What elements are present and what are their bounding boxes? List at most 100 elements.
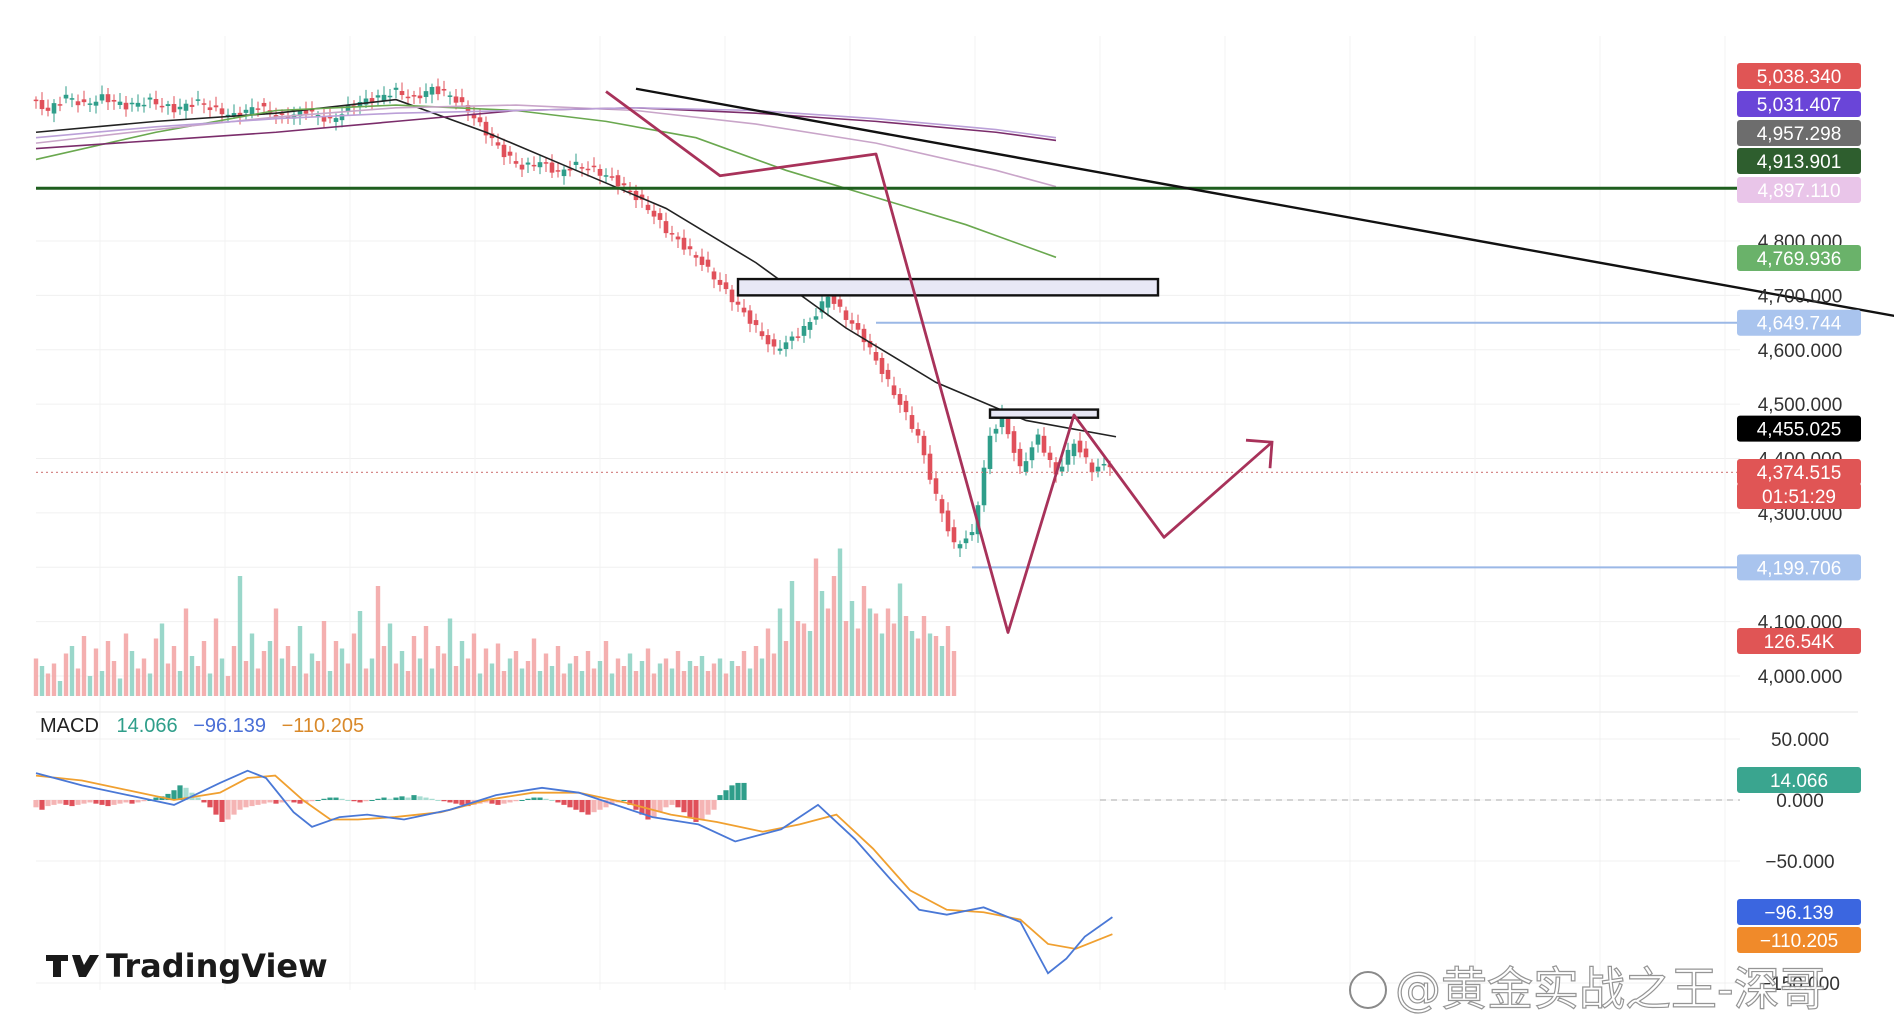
volume-bar: [927, 633, 933, 696]
candle-body: [735, 301, 741, 305]
volume-bar: [225, 676, 231, 696]
volume-bar: [771, 653, 777, 696]
macd-histogram-bar: [81, 800, 87, 804]
volume-bar: [921, 616, 927, 696]
price-badge-bg: [1737, 459, 1861, 485]
macd-histogram-bar: [519, 800, 525, 801]
candle-body: [219, 108, 225, 115]
volume-bar: [333, 641, 339, 696]
macd-histogram-bar: [663, 800, 669, 808]
volume-bar: [237, 576, 243, 696]
candle-body: [435, 86, 441, 95]
macd-tick-label: 0.000: [1776, 791, 1824, 812]
volume-bar: [711, 663, 717, 696]
candle-body: [231, 113, 237, 116]
volume-bar: [519, 668, 525, 696]
candle-body: [207, 107, 213, 111]
candle-body: [759, 331, 765, 337]
volume-bar: [207, 673, 213, 696]
volume-bar: [51, 663, 57, 696]
candle-body: [399, 91, 405, 96]
candle-body: [885, 369, 891, 380]
volume-bar: [63, 653, 69, 696]
candle-body: [261, 102, 267, 107]
macd-histogram-bar: [255, 800, 261, 805]
candle-body: [483, 121, 489, 136]
candle-body: [543, 162, 549, 164]
macd-signal-badge-bg: [1737, 927, 1861, 953]
macd-legend-signal: −110.205: [282, 715, 365, 737]
volume-bar: [81, 636, 87, 696]
volume-bar: [159, 623, 165, 696]
candle-body: [1065, 449, 1071, 465]
volume-bar: [903, 616, 909, 696]
candle-body: [1035, 434, 1041, 445]
candle-body: [183, 103, 189, 111]
candle-body: [417, 95, 423, 99]
volume-bar: [741, 651, 747, 696]
candle-body: [705, 259, 711, 267]
volume-bar: [621, 666, 627, 696]
macd-histogram-bar: [705, 800, 711, 815]
candle-body: [999, 412, 1005, 428]
volume-bar: [129, 651, 135, 696]
weibo-icon: [1349, 971, 1387, 1009]
candle-body: [291, 114, 297, 119]
candle-body: [873, 352, 879, 361]
trend-line: [635, 87, 1894, 318]
candle-body: [861, 328, 867, 343]
volume-bar: [459, 641, 465, 696]
candle-body: [1071, 443, 1077, 457]
candle-body: [603, 175, 609, 177]
volume-bars: [33, 548, 957, 696]
price-badge: 4,199.706: [1757, 558, 1842, 579]
volume-bar: [261, 651, 267, 696]
volume-bar: [507, 658, 513, 696]
volume-bar: [861, 586, 867, 696]
drawings: [36, 87, 1894, 634]
projection-path: [605, 90, 1273, 634]
volume-bar: [471, 633, 477, 696]
candle-body: [645, 204, 651, 211]
macd-histogram-bar: [567, 800, 573, 808]
macd-histogram-bar: [381, 797, 387, 800]
watermark-text: @黄金实战之王-深哥: [1395, 962, 1826, 1016]
macd-histogram-bar: [261, 800, 267, 804]
volume-bar: [561, 673, 567, 696]
macd-histogram-bar: [573, 800, 579, 810]
macd-legend-label: MACD: [40, 715, 99, 737]
candle-body: [627, 190, 633, 193]
macd-histogram-bar: [297, 800, 303, 804]
volume-badge: 126.54K: [1764, 632, 1835, 653]
candle-body: [423, 91, 429, 97]
macd-histogram-bar: [117, 800, 123, 804]
volume-bar: [183, 608, 189, 696]
candle-body: [237, 112, 243, 117]
candle-body: [717, 279, 723, 285]
volume-bar: [723, 673, 729, 696]
macd-histogram-bar: [219, 800, 225, 822]
candle-body: [81, 99, 87, 103]
resistance-zone: [736, 277, 1160, 297]
candle-body: [795, 336, 801, 338]
candle-body: [825, 296, 831, 308]
grid: [36, 36, 1858, 990]
volume-bar: [675, 651, 681, 696]
macd-histogram-bar: [351, 800, 357, 802]
volume-bar: [69, 646, 75, 696]
macd-histogram-bar: [555, 800, 561, 803]
candle-body: [741, 307, 747, 313]
candle-body: [453, 96, 459, 103]
candle-body: [273, 115, 279, 118]
volume-bar: [93, 648, 99, 696]
candle-body: [909, 415, 915, 429]
candle-body: [405, 96, 411, 99]
candle-body: [771, 339, 777, 347]
volume-bar: [585, 651, 591, 696]
candle-body: [333, 118, 339, 122]
volume-bar: [39, 666, 45, 696]
volume-bar: [483, 648, 489, 696]
volume-bar: [243, 661, 249, 696]
candle-body: [1053, 462, 1059, 475]
